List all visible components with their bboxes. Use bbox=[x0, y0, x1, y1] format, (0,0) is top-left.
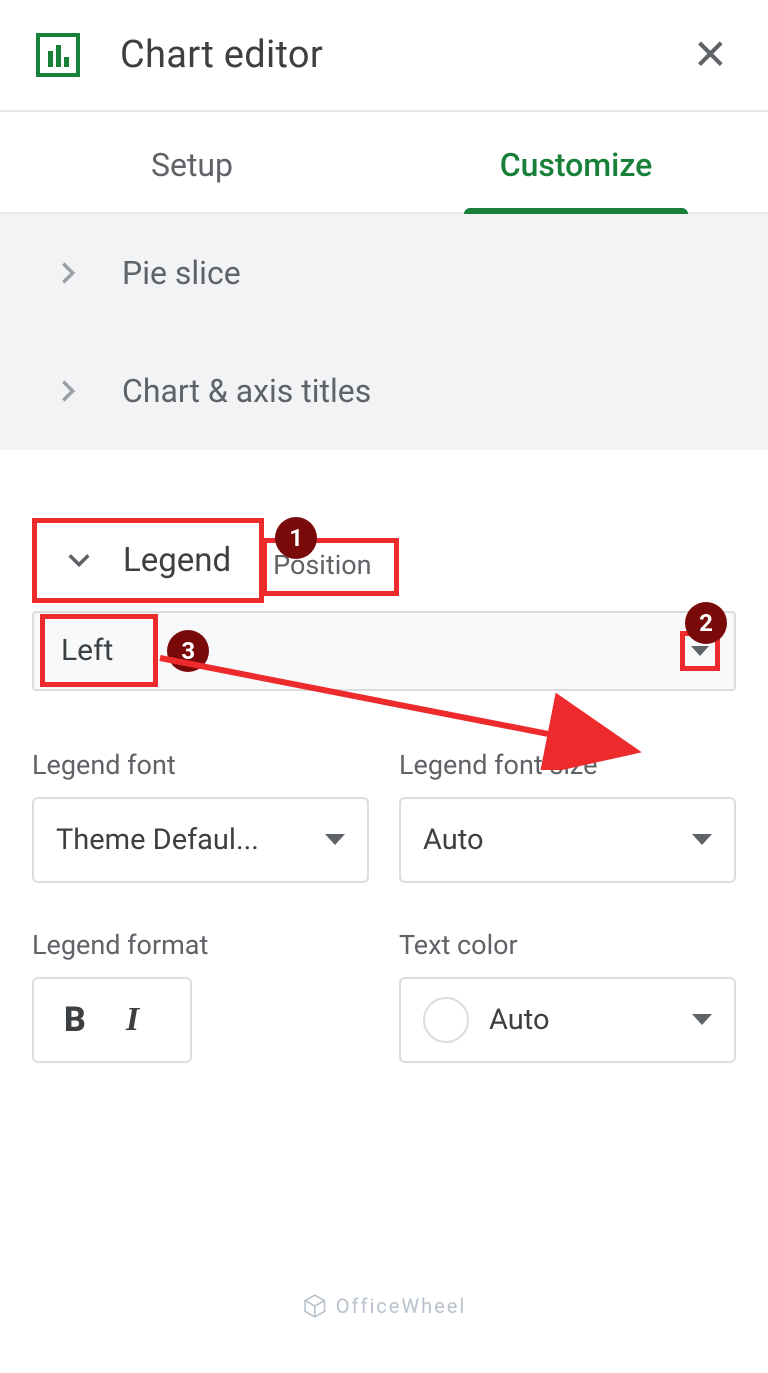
position-value: Left bbox=[61, 633, 113, 668]
legend-font-size-select[interactable]: Auto bbox=[399, 797, 736, 883]
tab-setup[interactable]: Setup bbox=[0, 112, 384, 212]
tab-customize[interactable]: Customize bbox=[384, 112, 768, 212]
position-value-highlight: Left 3 bbox=[40, 614, 158, 687]
dropdown-icon-highlight[interactable]: 2 bbox=[680, 631, 720, 671]
section-label: Pie slice bbox=[122, 254, 241, 292]
dropdown-icon bbox=[692, 834, 712, 845]
dropdown-icon bbox=[692, 1014, 712, 1025]
legend-font-value: Theme Defaul... bbox=[56, 823, 259, 857]
panel-title: Chart editor bbox=[120, 33, 693, 77]
legend-font-label: Legend font bbox=[32, 749, 369, 781]
legend-format-box: B I bbox=[32, 977, 192, 1063]
legend-format-row: Legend format B I Text color Auto bbox=[32, 929, 736, 1063]
text-color-value: Auto bbox=[489, 1003, 672, 1037]
legend-format-label: Legend format bbox=[32, 929, 369, 961]
legend-font-size-label: Legend font size bbox=[399, 749, 736, 781]
chevron-down-icon bbox=[65, 546, 93, 574]
color-swatch bbox=[423, 997, 469, 1043]
watermark-icon bbox=[302, 1293, 328, 1319]
panel-header: Chart editor ✕ bbox=[0, 0, 768, 112]
bold-button[interactable]: B bbox=[64, 1000, 86, 1040]
position-select[interactable]: Left 3 2 bbox=[32, 611, 736, 691]
chevron-right-icon bbox=[54, 377, 82, 405]
annotation-callout-1: 1 bbox=[275, 517, 317, 559]
italic-button[interactable]: I bbox=[126, 1001, 139, 1039]
legend-font-select[interactable]: Theme Defaul... bbox=[32, 797, 369, 883]
section-pie-slice[interactable]: Pie slice bbox=[0, 214, 768, 332]
legend-font-row: Legend font Theme Defaul... Legend font … bbox=[32, 749, 736, 883]
dropdown-icon bbox=[325, 834, 345, 845]
annotation-callout-2: 2 bbox=[685, 602, 727, 644]
chart-icon bbox=[36, 33, 80, 77]
dropdown-icon bbox=[691, 646, 709, 656]
customize-section-list: Pie slice Chart & axis titles bbox=[0, 214, 768, 450]
tab-bar: Setup Customize bbox=[0, 112, 768, 214]
text-color-select[interactable]: Auto bbox=[399, 977, 736, 1063]
section-label: Legend bbox=[123, 541, 231, 580]
text-color-label: Text color bbox=[399, 929, 736, 961]
section-legend: Legend 1 Position Left 3 2 Legend font T… bbox=[0, 450, 768, 1103]
section-label: Chart & axis titles bbox=[122, 372, 371, 410]
annotation-callout-3: 3 bbox=[167, 630, 209, 672]
section-chart-axis-titles[interactable]: Chart & axis titles bbox=[0, 332, 768, 450]
close-icon[interactable]: ✕ bbox=[693, 30, 728, 80]
section-legend-header[interactable]: Legend 1 bbox=[32, 518, 264, 603]
legend-font-size-value: Auto bbox=[423, 823, 484, 857]
watermark: OfficeWheel bbox=[302, 1293, 466, 1319]
chevron-right-icon bbox=[54, 259, 82, 287]
